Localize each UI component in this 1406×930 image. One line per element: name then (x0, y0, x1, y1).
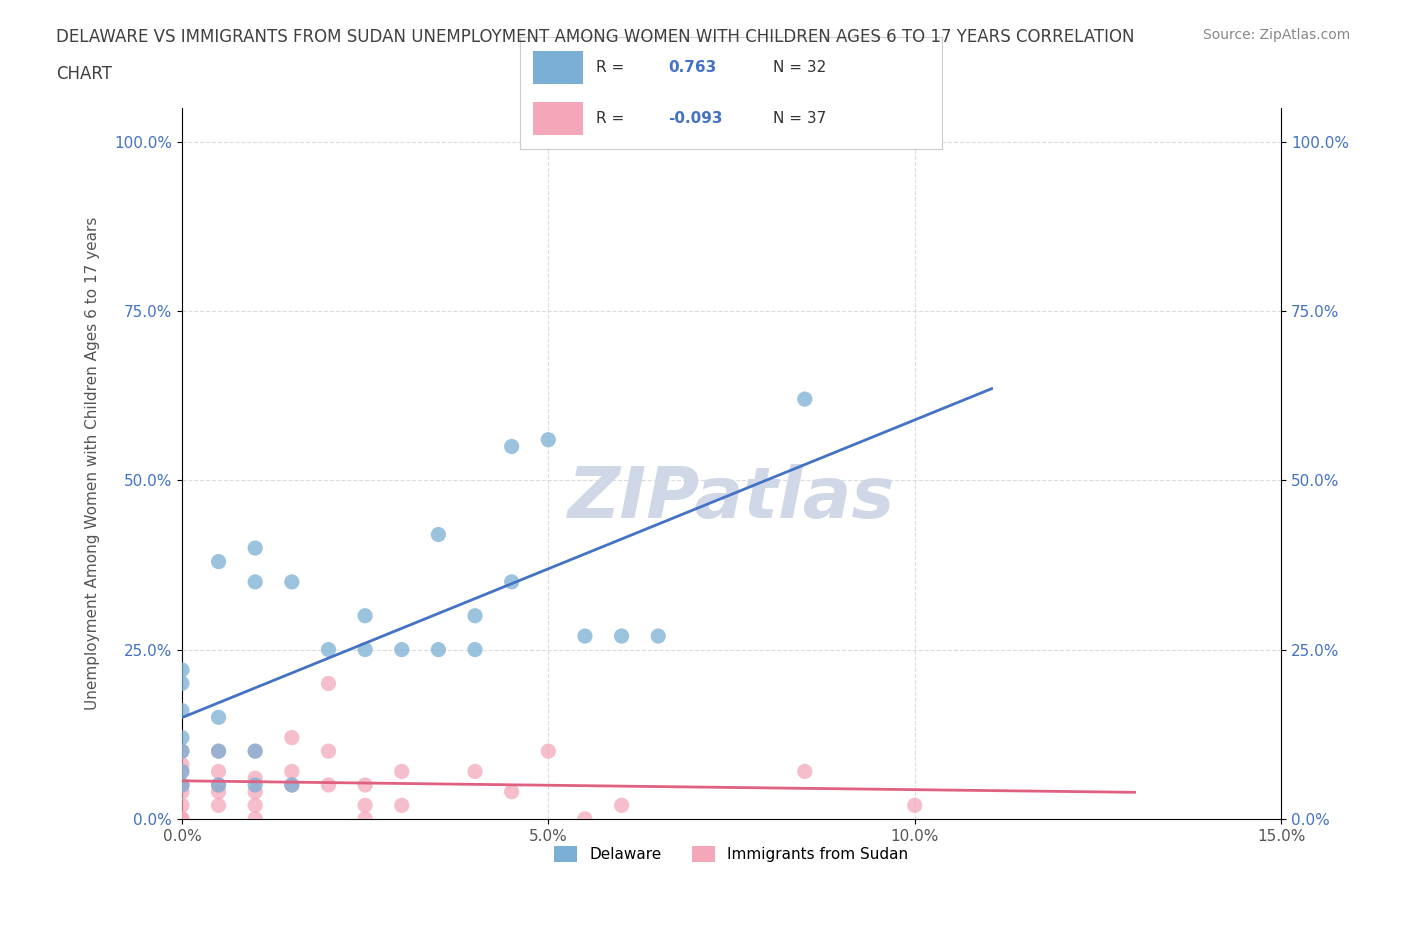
Point (245, 784, 267, 799)
Point (610, 798, 633, 813)
Point (170, 777, 193, 792)
Point (574, 811, 596, 826)
Text: R =: R = (596, 60, 624, 74)
Point (391, 798, 413, 813)
Point (318, 777, 340, 792)
Point (318, 676, 340, 691)
Point (245, 777, 267, 792)
Point (354, 811, 377, 826)
Point (207, 710, 229, 724)
Point (170, 744, 193, 759)
Point (793, 764, 815, 779)
FancyBboxPatch shape (533, 50, 583, 84)
Point (610, 629, 633, 644)
Text: N = 37: N = 37 (773, 112, 827, 126)
Point (354, 608, 377, 623)
Point (537, 432, 560, 447)
Point (170, 744, 193, 759)
Point (207, 798, 229, 813)
Point (170, 703, 193, 718)
Point (170, 757, 193, 772)
Point (318, 642, 340, 657)
Point (207, 764, 229, 779)
Point (281, 777, 304, 792)
Point (207, 777, 229, 792)
Point (391, 764, 413, 779)
Point (245, 811, 267, 826)
Point (647, 629, 669, 644)
Text: DELAWARE VS IMMIGRANTS FROM SUDAN UNEMPLOYMENT AMONG WOMEN WITH CHILDREN AGES 6 : DELAWARE VS IMMIGRANTS FROM SUDAN UNEMPL… (56, 28, 1135, 46)
Point (207, 744, 229, 759)
Point (354, 777, 377, 792)
Point (427, 642, 450, 657)
Point (245, 744, 267, 759)
Point (170, 662, 193, 677)
Point (207, 777, 229, 792)
Point (207, 784, 229, 799)
Point (170, 676, 193, 691)
Point (170, 764, 193, 779)
Point (464, 764, 486, 779)
Point (245, 575, 267, 590)
Text: CHART: CHART (56, 65, 112, 83)
Point (318, 744, 340, 759)
Point (170, 777, 193, 792)
Point (793, 392, 815, 406)
Point (170, 798, 193, 813)
Point (245, 798, 267, 813)
Text: ZIPatlas: ZIPatlas (568, 464, 896, 534)
Point (245, 771, 267, 786)
Point (281, 730, 304, 745)
Point (207, 554, 229, 569)
Text: N = 32: N = 32 (773, 60, 827, 74)
Point (245, 744, 267, 759)
Point (281, 764, 304, 779)
Point (170, 784, 193, 799)
Point (170, 811, 193, 826)
Point (427, 527, 450, 542)
Point (354, 642, 377, 657)
Text: 0.763: 0.763 (668, 60, 716, 74)
Point (170, 730, 193, 745)
Point (464, 608, 486, 623)
Text: Source: ZipAtlas.com: Source: ZipAtlas.com (1202, 28, 1350, 42)
Text: R =: R = (596, 112, 624, 126)
Point (170, 764, 193, 779)
Y-axis label: Unemployment Among Women with Children Ages 6 to 17 years: Unemployment Among Women with Children A… (86, 217, 100, 711)
Point (207, 744, 229, 759)
Point (574, 629, 596, 644)
Point (501, 439, 523, 454)
Point (281, 575, 304, 590)
Point (501, 784, 523, 799)
Point (281, 777, 304, 792)
Point (904, 798, 927, 813)
Legend: Delaware, Immigrants from Sudan: Delaware, Immigrants from Sudan (548, 840, 915, 868)
Point (170, 777, 193, 792)
Point (391, 642, 413, 657)
Point (170, 811, 193, 826)
Point (464, 642, 486, 657)
Point (354, 798, 377, 813)
FancyBboxPatch shape (533, 102, 583, 136)
Point (245, 540, 267, 555)
Point (501, 575, 523, 590)
Text: -0.093: -0.093 (668, 112, 723, 126)
Point (537, 744, 560, 759)
